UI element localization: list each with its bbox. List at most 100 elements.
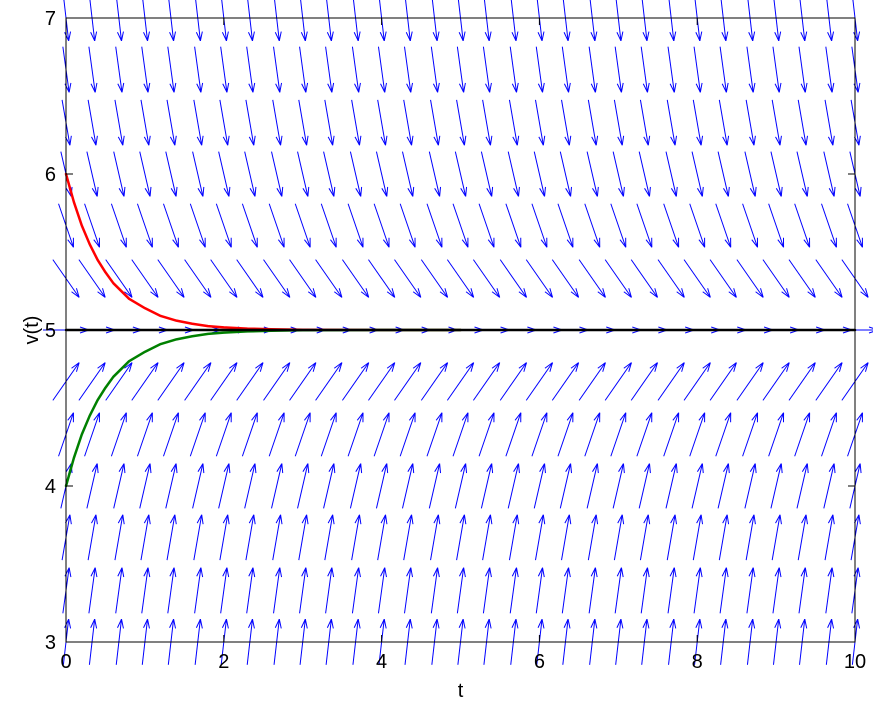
field-arrow <box>480 463 494 509</box>
field-arrow <box>715 412 732 457</box>
field-arrow <box>508 514 520 561</box>
field-arrow <box>157 362 185 401</box>
field-arrow <box>762 362 790 401</box>
field-arrow <box>534 514 546 561</box>
field-arrow <box>194 46 204 93</box>
field-arrow <box>578 259 606 298</box>
field-arrow <box>245 99 256 146</box>
field-arrow <box>796 463 809 509</box>
field-arrow <box>666 514 677 561</box>
field-arrow <box>194 567 204 614</box>
field-arrow <box>394 259 422 298</box>
field-arrow <box>561 46 571 93</box>
field-arrow <box>141 567 151 614</box>
field-arrow <box>717 151 730 197</box>
field-arrow <box>114 99 125 146</box>
field-arrow <box>430 46 440 93</box>
field-arrow <box>610 203 627 248</box>
field-arrow <box>736 259 764 298</box>
field-arrow <box>192 151 205 197</box>
field-arrow <box>351 99 362 146</box>
x-axis-label: t <box>458 680 464 702</box>
field-arrow <box>368 362 396 401</box>
field-arrow <box>166 514 177 561</box>
field-arrow <box>636 203 653 248</box>
field-arrow <box>136 412 153 457</box>
field-arrow <box>297 463 310 509</box>
field-arrow <box>770 463 783 509</box>
field-arrow <box>689 203 706 248</box>
field-arrow <box>667 46 677 93</box>
field-arrow <box>499 259 527 298</box>
field-arrow <box>394 362 422 401</box>
y-tick-label: 5 <box>45 320 56 342</box>
field-arrow <box>157 259 185 298</box>
field-arrow <box>794 203 811 248</box>
field-arrow <box>323 151 336 197</box>
field-arrow <box>693 46 703 93</box>
field-arrow <box>403 99 414 146</box>
field-arrow <box>798 46 808 93</box>
field-arrow <box>824 99 835 146</box>
field-arrow <box>215 412 232 457</box>
field-arrow <box>636 412 653 457</box>
field-arrow <box>588 567 598 614</box>
field-arrow <box>454 151 468 197</box>
field-arrow <box>798 567 808 614</box>
field-arrow <box>689 412 706 457</box>
field-arrow <box>823 151 836 197</box>
field-arrow <box>271 463 284 509</box>
field-arrow <box>825 46 835 93</box>
field-arrow <box>351 46 361 93</box>
field-arrow <box>771 514 782 561</box>
field-arrow <box>218 151 231 197</box>
field-arrow <box>342 259 370 298</box>
field-arrow <box>426 412 443 457</box>
field-arrow <box>347 412 364 457</box>
field-arrow <box>770 151 783 197</box>
field-arrow <box>86 151 99 197</box>
field-arrow <box>587 514 599 561</box>
field-arrow <box>324 99 335 146</box>
field-arrow <box>614 567 624 614</box>
field-arrow <box>667 567 677 614</box>
field-arrow <box>666 99 677 146</box>
field-arrow <box>825 567 835 614</box>
field-arrow <box>815 362 843 401</box>
field-arrow <box>162 203 179 248</box>
field-arrow <box>663 412 680 457</box>
field-arrow <box>821 412 837 457</box>
field-arrow <box>215 203 232 248</box>
field-arrow <box>219 514 230 561</box>
field-arrow <box>535 567 545 614</box>
field-arrow <box>768 412 785 457</box>
field-arrow <box>349 151 363 197</box>
field-arrow <box>351 567 361 614</box>
field-arrow <box>745 99 756 146</box>
field-arrow <box>456 99 467 146</box>
field-arrow <box>399 412 416 457</box>
field-arrow <box>263 259 291 298</box>
field-arrow <box>507 463 520 509</box>
field-arrow <box>691 463 704 509</box>
field-arrow <box>507 151 520 197</box>
field-arrow <box>236 259 264 298</box>
field-arrow <box>531 412 548 457</box>
field-arrow <box>663 203 680 248</box>
field-arrow <box>456 46 466 93</box>
field-arrow <box>452 412 469 457</box>
field-arrow <box>509 46 519 93</box>
field-arrow <box>115 46 125 93</box>
field-arrow <box>189 412 206 457</box>
field-arrow <box>482 46 492 93</box>
field-arrow <box>113 463 126 509</box>
field-arrow <box>638 151 651 197</box>
field-arrow <box>533 151 546 197</box>
field-arrow <box>525 362 554 401</box>
field-arrow <box>141 46 151 93</box>
field-arrow <box>584 203 601 248</box>
field-arrow <box>377 46 387 93</box>
field-arrow <box>535 46 545 93</box>
field-arrow <box>604 259 632 298</box>
